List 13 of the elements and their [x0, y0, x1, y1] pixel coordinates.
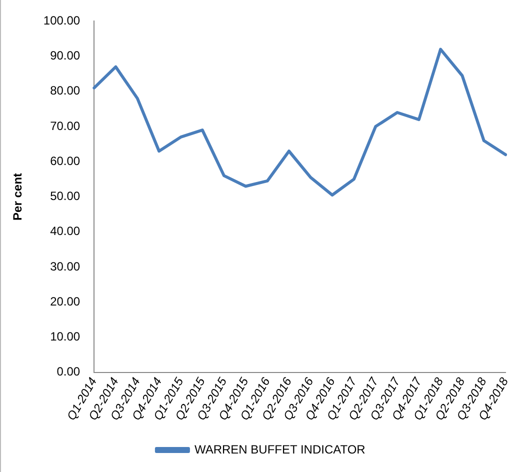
y-tick-label: 50.00 — [50, 189, 80, 204]
y-tick-label: 100.00 — [43, 14, 80, 28]
legend-label: WARREN BUFFET INDICATOR — [194, 442, 366, 456]
y-tick-label: 0.00 — [56, 364, 80, 379]
y-tick-label: 40.00 — [50, 224, 80, 238]
y-tick-label: 10.00 — [50, 330, 80, 344]
y-tick-label: 90.00 — [50, 48, 80, 63]
y-tick-label: 80.00 — [50, 84, 80, 98]
y-tick-label: 20.00 — [50, 294, 80, 308]
y-tick-label: 60.00 — [50, 154, 80, 168]
y-axis-title: Per cent — [10, 173, 25, 220]
y-tick-label: 70.00 — [50, 118, 80, 133]
y-tick-label: 30.00 — [50, 259, 80, 274]
